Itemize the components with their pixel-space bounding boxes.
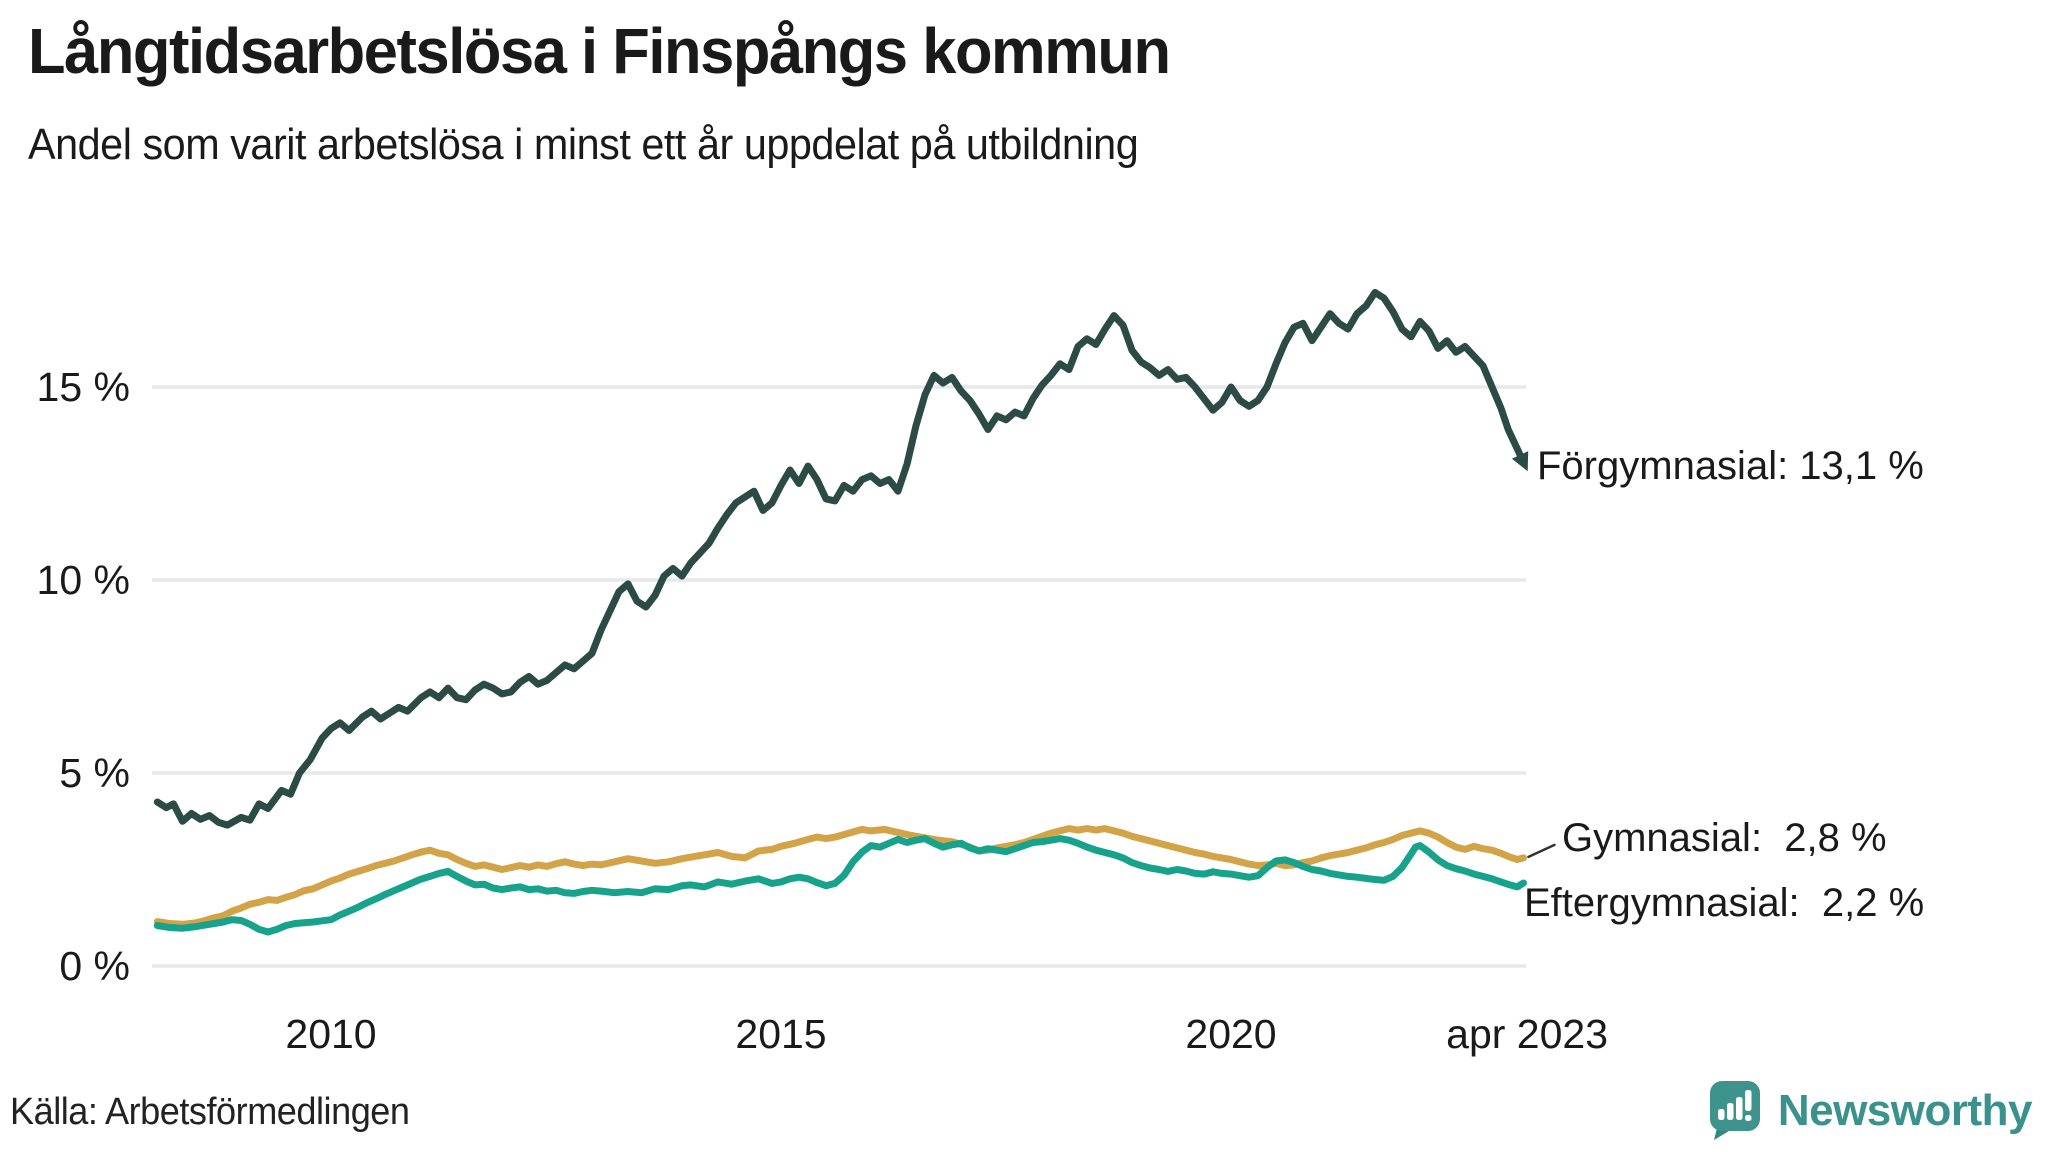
series-end-arrow-forgymnasial xyxy=(1511,451,1529,472)
y-tick-label: 10 % xyxy=(37,557,130,603)
y-tick-label: 5 % xyxy=(59,750,130,796)
logo-bubble xyxy=(1709,1081,1760,1131)
series-line-gymnasial xyxy=(153,825,1527,928)
newsworthy-logo-icon xyxy=(1709,1081,1760,1140)
x-tick-label: apr 2023 xyxy=(1446,1011,1608,1057)
y-tick-label: 0 % xyxy=(59,943,130,989)
end-label-gymnasial: Gymnasial: 2,8 % xyxy=(1562,816,1887,860)
chart-title: Långtidsarbetslösa i Finspångs kommun xyxy=(28,15,1171,87)
series-line-forgymnasial xyxy=(153,288,1527,829)
end-label-eftergymnasial: Eftergymnasial: 2,2 % xyxy=(1524,881,1924,925)
x-tick-label: 2015 xyxy=(735,1011,826,1057)
logo-barchart-icon xyxy=(1717,1090,1752,1121)
newsworthy-logo[interactable]: Newsworthy xyxy=(1708,1080,2033,1142)
leader-line-gymnasial xyxy=(1527,843,1556,859)
x-tick-label: 2020 xyxy=(1185,1011,1276,1057)
end-label-forgymnasial: Förgymnasial: 13,1 % xyxy=(1537,444,1924,488)
source-note: Källa: Arbetsförmedlingen xyxy=(10,1091,410,1133)
series-line-eftergymnasial xyxy=(153,835,1527,936)
newsworthy-wordmark: Newsworthy xyxy=(1777,1086,2033,1135)
y-tick-label: 15 % xyxy=(37,364,130,410)
chart-subtitle: Andel som varit arbetslösa i minst ett å… xyxy=(28,120,1139,169)
x-tick-label: 2010 xyxy=(285,1011,376,1057)
